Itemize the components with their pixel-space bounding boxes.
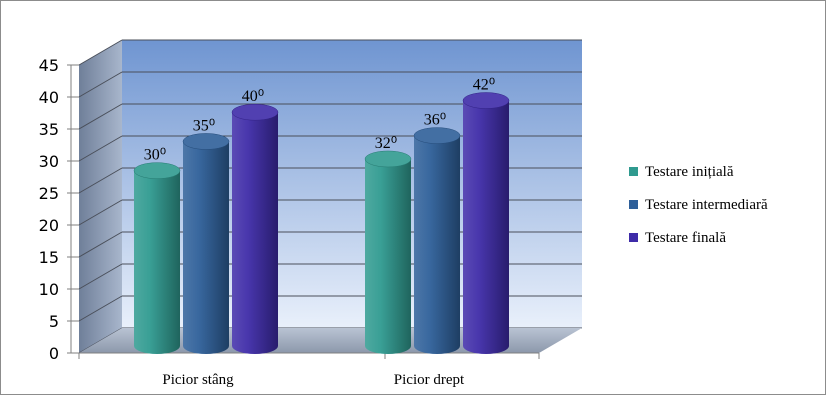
y-tick-label: 35 — [39, 120, 59, 139]
gridline-side — [78, 167, 123, 194]
y-tick-label: 25 — [39, 184, 59, 203]
data-label: 35⁰ — [193, 117, 215, 134]
bar-top — [133, 162, 181, 179]
legend: Testare inițială Testare intermediară Test… — [629, 164, 768, 246]
gridline-side — [78, 295, 123, 322]
data-label: 32⁰ — [375, 135, 397, 152]
legend-swatch — [629, 200, 638, 209]
data-label: 42⁰ — [473, 77, 495, 94]
data-label: 40⁰ — [242, 88, 264, 105]
gridline-side — [78, 263, 123, 290]
gridline-side — [78, 39, 123, 66]
x-category-label: Picior drept — [394, 372, 465, 388]
bar — [231, 103, 279, 354]
y-tick-label: 20 — [39, 216, 59, 235]
y-tick-label: 30 — [39, 152, 59, 171]
bar — [462, 92, 510, 355]
bar — [133, 162, 181, 354]
bar-top — [413, 127, 461, 144]
gridline-side — [78, 199, 123, 226]
y-tick-label: 5 — [49, 312, 59, 331]
gridline-side — [78, 103, 123, 130]
bar-top — [462, 92, 510, 109]
bar-body — [134, 170, 180, 354]
bar — [364, 150, 412, 354]
bar-top — [231, 103, 279, 121]
bar-top — [364, 150, 412, 168]
legend-swatch — [629, 167, 638, 176]
bar — [182, 133, 230, 354]
bar-body — [414, 135, 460, 354]
legend-swatch — [629, 233, 638, 242]
bar-body — [232, 112, 278, 354]
bar-top — [182, 133, 230, 150]
gridline-side — [78, 231, 123, 258]
legend-label: Testare inițială — [645, 164, 734, 180]
y-tick-label: 0 — [49, 344, 59, 363]
y-tick-label: 15 — [39, 248, 59, 267]
chart-side-wall — [79, 40, 122, 353]
data-label: 36⁰ — [424, 112, 446, 129]
bar-body — [183, 141, 229, 354]
legend-label: Testare intermediară — [645, 197, 768, 213]
bar — [413, 127, 461, 354]
gridline-side — [78, 71, 123, 98]
y-tick-label: 45 — [39, 56, 59, 75]
y-tick-label: 40 — [39, 88, 59, 107]
x-category-label: Picior stâng — [162, 372, 234, 388]
y-tick-label: 10 — [39, 280, 59, 299]
bar-body — [463, 100, 509, 355]
bar-body — [365, 158, 411, 354]
legend-label: Testare finală — [645, 230, 726, 246]
data-label: 30⁰ — [144, 147, 166, 164]
gridline-side — [78, 135, 123, 162]
